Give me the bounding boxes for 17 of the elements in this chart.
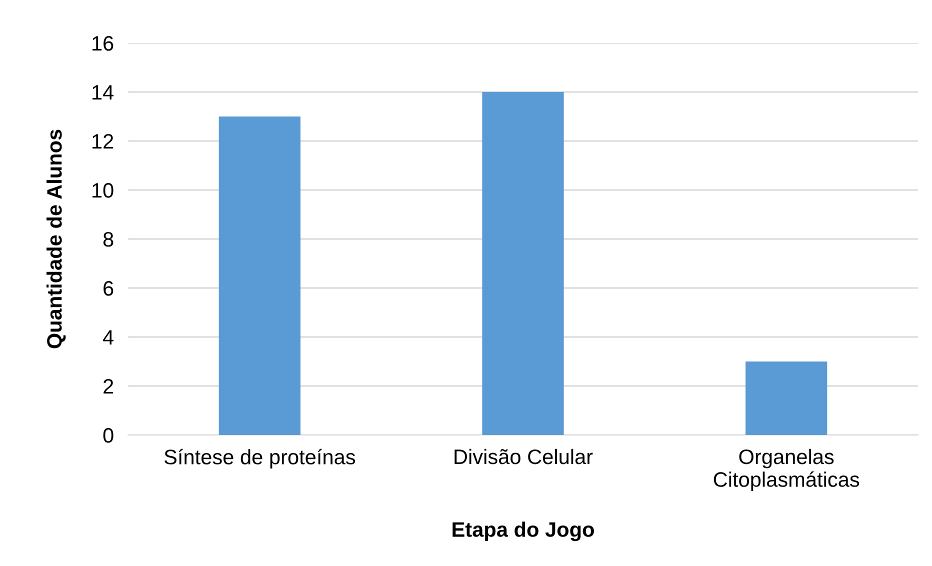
y-tick-label: 8 — [103, 232, 114, 247]
x-tick-label: Síntese de proteínas — [164, 448, 356, 469]
x-tick-label: Divisão Celular — [454, 448, 593, 464]
y-tick-label: 4 — [103, 330, 114, 345]
x-tick-label: Organelas Citoplasmáticas — [714, 448, 860, 492]
y-tick-label: 2 — [104, 379, 114, 394]
bar — [218, 116, 300, 435]
y-tick-label: 0 — [103, 428, 114, 443]
y-tick-label: 10 — [92, 183, 114, 198]
bar — [482, 92, 564, 435]
y-tick-label: 14 — [92, 85, 114, 100]
bar — [746, 362, 828, 435]
y-tick-label: 12 — [92, 134, 114, 149]
x-axis-title: Etapa do Jogo — [452, 522, 594, 542]
y-axis-title: Quantidade de Alunos — [46, 130, 66, 348]
y-tick-label: 6 — [104, 281, 114, 296]
y-tick-label: 16 — [92, 36, 114, 51]
